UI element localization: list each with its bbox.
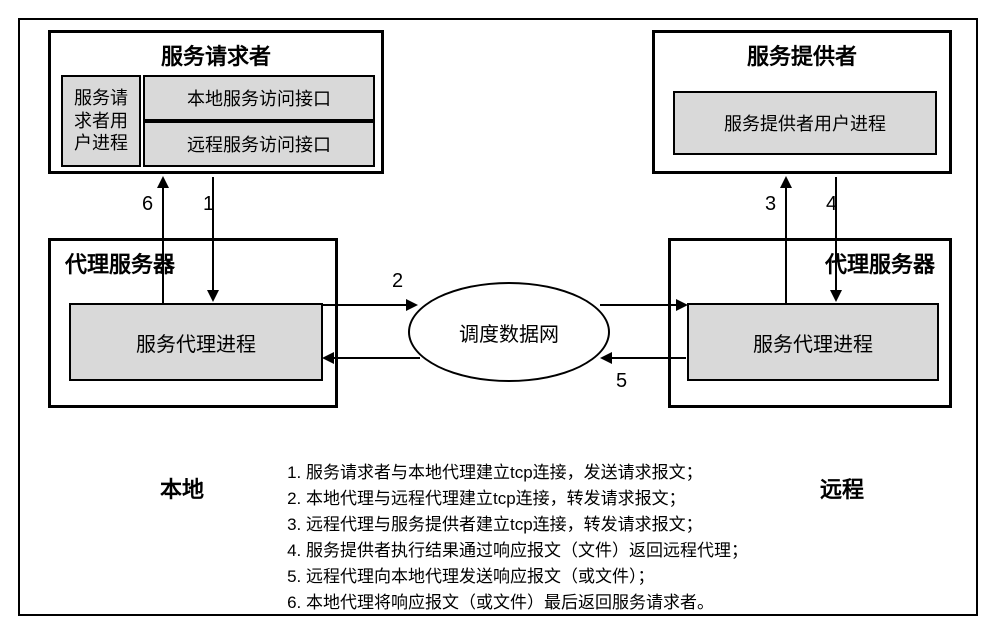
arrow-5-line (610, 357, 686, 359)
step-num-6: 6 (142, 193, 153, 216)
proxy-remote-process: 服务代理进程 (687, 303, 939, 381)
arrow-6-head (157, 176, 169, 188)
provider-title: 服务提供者 (655, 33, 949, 75)
step-5: 远程代理向本地代理发送响应报文（或文件）； (306, 564, 748, 590)
arrow-2-head (406, 299, 418, 311)
step-num-2: 2 (392, 270, 403, 293)
step-num-4: 4 (826, 193, 837, 216)
step-4: 服务提供者执行结果通过响应报文（文件）返回远程代理； (306, 538, 748, 564)
requester-title: 服务请求者 (51, 33, 381, 75)
local-service-interface: 本地服务访问接口 (143, 75, 375, 121)
arrow-2-line (322, 304, 410, 306)
requester-user-process: 服务请 求者用 户进程 (61, 75, 141, 167)
remote-label: 远程 (820, 472, 864, 504)
arrow-3-head (780, 176, 792, 188)
step-num-3: 3 (765, 193, 776, 216)
proxy-remote-title: 代理服务器 (671, 241, 949, 283)
diagram-frame: 服务请求者 服务请 求者用 户进程 本地服务访问接口 远程服务访问接口 服务提供… (18, 18, 978, 616)
arrow-5-head (600, 352, 612, 364)
arrow-lb-head (322, 352, 334, 364)
arrow-4-head (830, 290, 842, 302)
provider-user-process: 服务提供者用户进程 (673, 91, 937, 155)
dispatch-network-ellipse: 调度数据网 (408, 282, 610, 382)
proxy-local-process: 服务代理进程 (69, 303, 323, 381)
provider-box: 服务提供者 服务提供者用户进程 (652, 30, 952, 174)
step-6: 本地代理将响应报文（或文件）最后返回服务请求者。 (306, 590, 748, 616)
step-num-1: 1 (203, 193, 214, 216)
requester-box: 服务请求者 服务请 求者用 户进程 本地服务访问接口 远程服务访问接口 (48, 30, 384, 174)
arrow-1-head (207, 290, 219, 302)
step-num-5: 5 (616, 370, 627, 393)
proxy-local-box: 代理服务器 服务代理进程 (48, 238, 338, 408)
step-2: 本地代理与远程代理建立tcp连接，转发请求报文； (306, 486, 748, 512)
remote-service-interface: 远程服务访问接口 (143, 121, 375, 167)
proxy-remote-box: 代理服务器 服务代理进程 (668, 238, 952, 408)
arrow-lb-line (332, 357, 420, 359)
arrow-rt-head (676, 299, 688, 311)
step-1: 服务请求者与本地代理建立tcp连接，发送请求报文； (306, 460, 748, 486)
local-label: 本地 (160, 472, 204, 504)
arrow-3-line (785, 187, 787, 303)
step-3: 远程代理与服务提供者建立tcp连接，转发请求报文； (306, 512, 748, 538)
proxy-local-title: 代理服务器 (51, 241, 335, 283)
arrow-6-line (162, 187, 164, 303)
steps-list: 服务请求者与本地代理建立tcp连接，发送请求报文； 本地代理与远程代理建立tcp… (278, 460, 748, 616)
arrow-rt-line (600, 304, 680, 306)
